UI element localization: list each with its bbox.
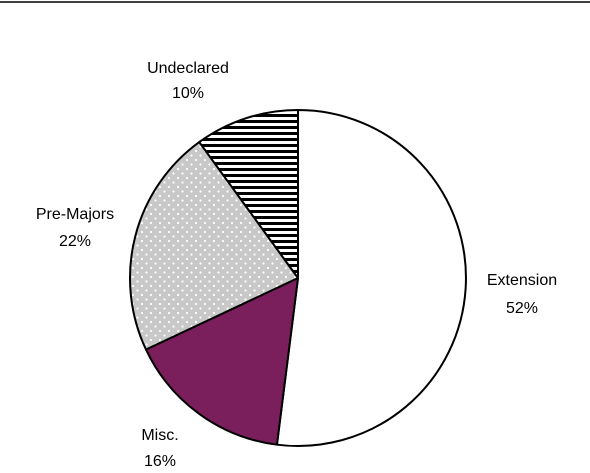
slice-value-label: 52% bbox=[506, 300, 538, 317]
pie-slice-undeclared bbox=[198, 109, 299, 279]
slice-label: Misc. bbox=[141, 427, 178, 444]
pie-slice-pre-majors bbox=[129, 141, 299, 351]
slice-label: Undeclared bbox=[147, 60, 229, 77]
pie-slice-extension bbox=[275, 109, 467, 447]
pie-labels: Extension 52% Misc. 16% Pre-Majors 22% Undecla… bbox=[36, 60, 557, 470]
slice-value-label: 16% bbox=[144, 453, 176, 468]
slice-label: Pre-Majors bbox=[36, 206, 114, 223]
pie-slice-misc bbox=[144, 277, 299, 446]
slice-value-label: 10% bbox=[172, 85, 204, 102]
slice-value-label: 22% bbox=[59, 233, 91, 250]
pie-slices bbox=[129, 109, 467, 447]
slice-label: Extension bbox=[487, 272, 557, 289]
